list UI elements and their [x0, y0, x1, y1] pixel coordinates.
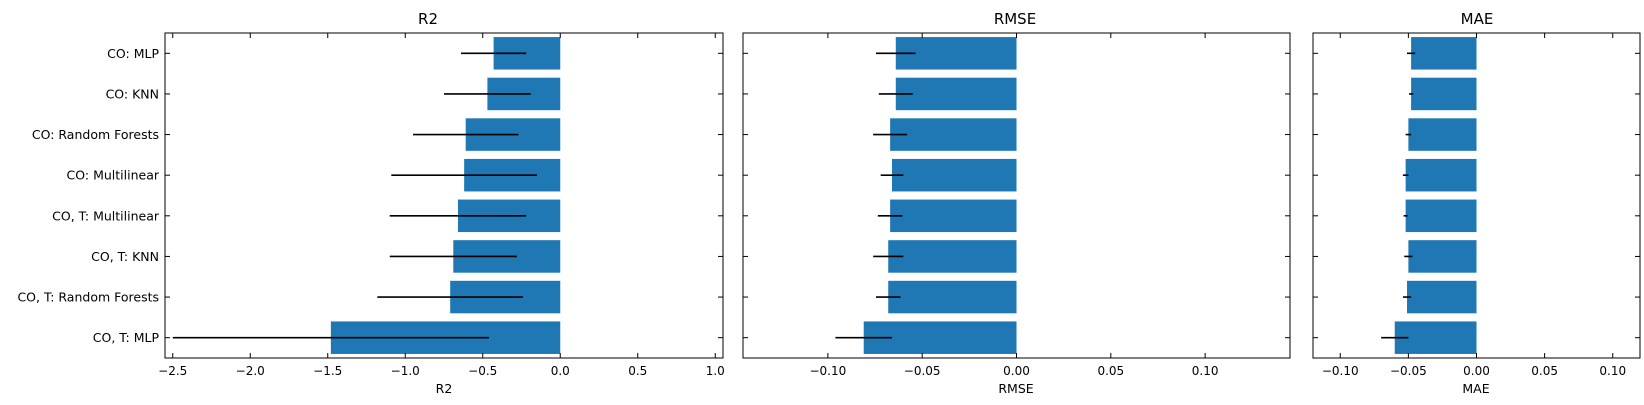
category-label: CO, T: MLP — [93, 330, 160, 345]
x-tick-label: 1.0 — [706, 364, 725, 378]
category-label: CO, T: Multilinear — [52, 208, 160, 223]
panel-title: RMSE — [994, 10, 1036, 28]
x-tick-label: 0.05 — [1097, 364, 1124, 378]
bar — [1405, 158, 1477, 192]
x-tick-label: 0.00 — [1463, 364, 1490, 378]
mae-panel: MAE −0.10 −0.05 0.00 0.05 0.10 MAE — [1312, 10, 1641, 396]
panel-title: MAE — [1461, 10, 1494, 28]
x-tick-label: −0.5 — [468, 364, 497, 378]
bar — [895, 37, 1017, 70]
x-tick-label: 0.5 — [628, 364, 647, 378]
category-label: CO: Random Forests — [32, 127, 159, 142]
bar — [1407, 280, 1477, 314]
x-tick-label: −0.05 — [1390, 364, 1427, 378]
x-tick-label: −2.0 — [236, 364, 265, 378]
category-label: CO, T: Random Forests — [17, 290, 159, 305]
x-tick-label: 0.10 — [1599, 364, 1626, 378]
x-tick-label: −1.5 — [313, 364, 342, 378]
x-axis-label: MAE — [1462, 381, 1489, 396]
rmse-panel: RMSE −0.10 −0.05 0.00 0.05 0.10 RMSE — [742, 10, 1291, 396]
x-tick-label: −0.10 — [809, 364, 846, 378]
panel-title: R2 — [418, 10, 438, 28]
bar — [1405, 199, 1477, 233]
bar — [888, 240, 1017, 273]
bar — [1408, 240, 1477, 273]
bar — [895, 77, 1017, 111]
x-tick-label: −2.5 — [158, 364, 187, 378]
x-tick-label: 0.10 — [1192, 364, 1219, 378]
x-tick-label: 0.00 — [1003, 364, 1030, 378]
bar — [888, 280, 1017, 314]
bar — [890, 199, 1017, 233]
x-tick-label: 0.0 — [551, 364, 570, 378]
bar — [1411, 77, 1477, 111]
x-tick-label: −0.10 — [1322, 364, 1359, 378]
bar — [892, 158, 1017, 192]
category-label: CO, T: KNN — [91, 249, 159, 264]
bar — [890, 118, 1017, 151]
category-label: CO: MLP — [107, 46, 159, 61]
x-tick-label: −0.05 — [904, 364, 941, 378]
category-label: CO: KNN — [106, 86, 159, 101]
bar — [1411, 37, 1477, 70]
x-tick-label: −1.0 — [391, 364, 420, 378]
plot-frame — [164, 32, 724, 359]
plot-frame — [1312, 32, 1641, 359]
x-axis-label: R2 — [436, 381, 453, 396]
x-tick-label: 0.05 — [1531, 364, 1558, 378]
plot-frame — [742, 32, 1291, 359]
category-label: CO: Multilinear — [67, 168, 160, 183]
bar — [1408, 118, 1477, 151]
r2-panel: R2 CO: MLP CO: KNN CO: Random Forests CO: M… — [17, 10, 724, 396]
x-axis-label: RMSE — [998, 381, 1033, 396]
